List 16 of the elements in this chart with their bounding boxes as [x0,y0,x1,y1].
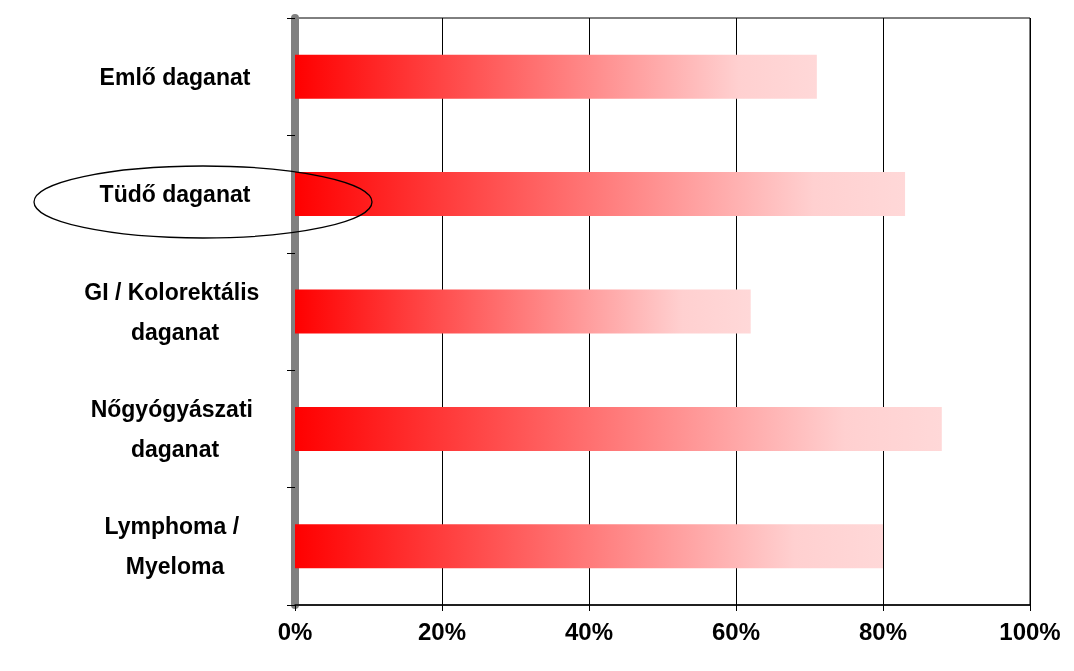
bar [295,524,883,569]
bar [295,289,751,334]
x-tick-label: 20% [417,617,467,645]
x-tick-label: 40% [564,617,614,645]
x-tick-label: 100% [999,617,1061,645]
x-tick-label: 80% [858,617,908,645]
x-tick-label: 60% [711,617,761,645]
x-tick-label: 0% [277,617,313,645]
bar [295,54,817,99]
bar [295,172,906,217]
y-tick-label: Tüdő daganat [99,181,251,208]
y-tick-label: Lymphoma / Myeloma [104,513,246,580]
bar [295,406,942,451]
y-tick-label: Nőgyógyászati daganat [90,395,260,462]
y-tick-label: GI / Kolorektális daganat [84,278,266,345]
y-tick-label: Emlő daganat [99,63,251,90]
